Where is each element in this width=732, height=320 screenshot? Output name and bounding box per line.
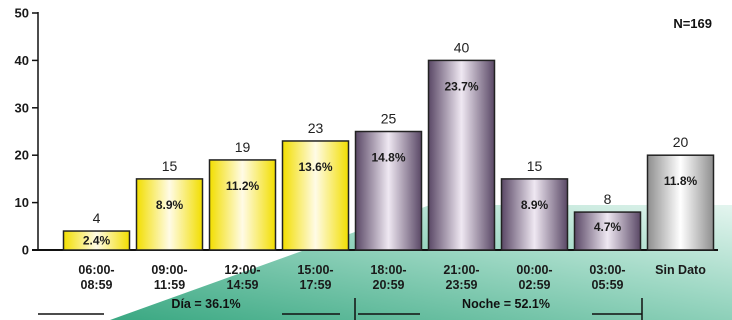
bar-value-label: 40 — [454, 39, 470, 55]
bar-value-label: 15 — [162, 158, 178, 174]
category-label: 03:00-05:59 — [589, 263, 625, 292]
bar-percent-label: 4.7% — [594, 220, 622, 234]
bar-percent-label: 23.7% — [444, 79, 478, 93]
category-label: 06:00-08:59 — [78, 263, 114, 292]
sample-size-annotation: N=169 — [673, 16, 712, 31]
bar-percent-label: 8.9% — [521, 198, 549, 212]
group-bracket-dia — [38, 298, 356, 320]
y-axis-ticks: 0 10 20 30 40 50 — [15, 6, 38, 258]
category-label: 09:00-11:59 — [151, 263, 187, 292]
bar-value-label: 8 — [604, 191, 612, 207]
bar — [135, 178, 204, 251]
bar — [208, 159, 277, 251]
bar — [427, 59, 496, 251]
category-label: Sin Dato — [655, 263, 706, 277]
bar-value-label: 19 — [235, 139, 251, 155]
bar-percent-label: 11.2% — [226, 179, 260, 193]
bar — [573, 211, 642, 251]
bar-value-label: 4 — [93, 210, 101, 226]
bars — [62, 59, 715, 251]
bar-percent-label: 14.8% — [371, 151, 405, 165]
y-tick-label: 40 — [15, 53, 29, 68]
category-labels: 06:00-08:59 09:00-11:59 12:00-14:59 15:00-1… — [78, 263, 706, 292]
category-label: 15:00-17:59 — [297, 263, 333, 292]
bar — [281, 140, 350, 251]
bar-value-label: 25 — [381, 111, 397, 127]
y-tick-label: 30 — [15, 100, 29, 115]
bar-value-label: 15 — [527, 158, 543, 174]
bar-percent-label: 2.4% — [83, 234, 111, 248]
category-label: 18:00-20:59 — [370, 263, 406, 292]
bar — [500, 178, 569, 251]
category-label: 00:00-02:59 — [516, 263, 552, 292]
group-label-dia: Día = 36.1% — [171, 297, 240, 311]
bar — [646, 154, 715, 251]
bar-value-label: 20 — [673, 134, 689, 150]
y-tick-label: 20 — [15, 148, 29, 163]
group-bracket-noche — [358, 298, 643, 320]
bar-percent-label: 13.6% — [298, 160, 332, 174]
category-label: 12:00-14:59 — [224, 263, 260, 292]
bar-percent-label: 8.9% — [156, 198, 184, 212]
bar-value-label: 23 — [308, 120, 324, 136]
value-labels: 4 15 19 23 25 40 15 8 20 — [93, 39, 689, 226]
y-tick-label: 50 — [15, 6, 29, 21]
percent-labels: 2.4% 8.9% 11.2% 13.6% 14.8% 23.7% 8.9% 4.7% 11.8… — [83, 79, 698, 247]
y-tick-label: 0 — [22, 243, 29, 258]
y-tick-label: 10 — [15, 195, 29, 210]
group-label-noche: Noche = 52.1% — [462, 297, 550, 311]
bar — [354, 130, 423, 251]
bar — [62, 230, 131, 251]
category-label: 21:00-23:59 — [443, 263, 479, 292]
bar-percent-label: 11.8% — [664, 174, 698, 188]
